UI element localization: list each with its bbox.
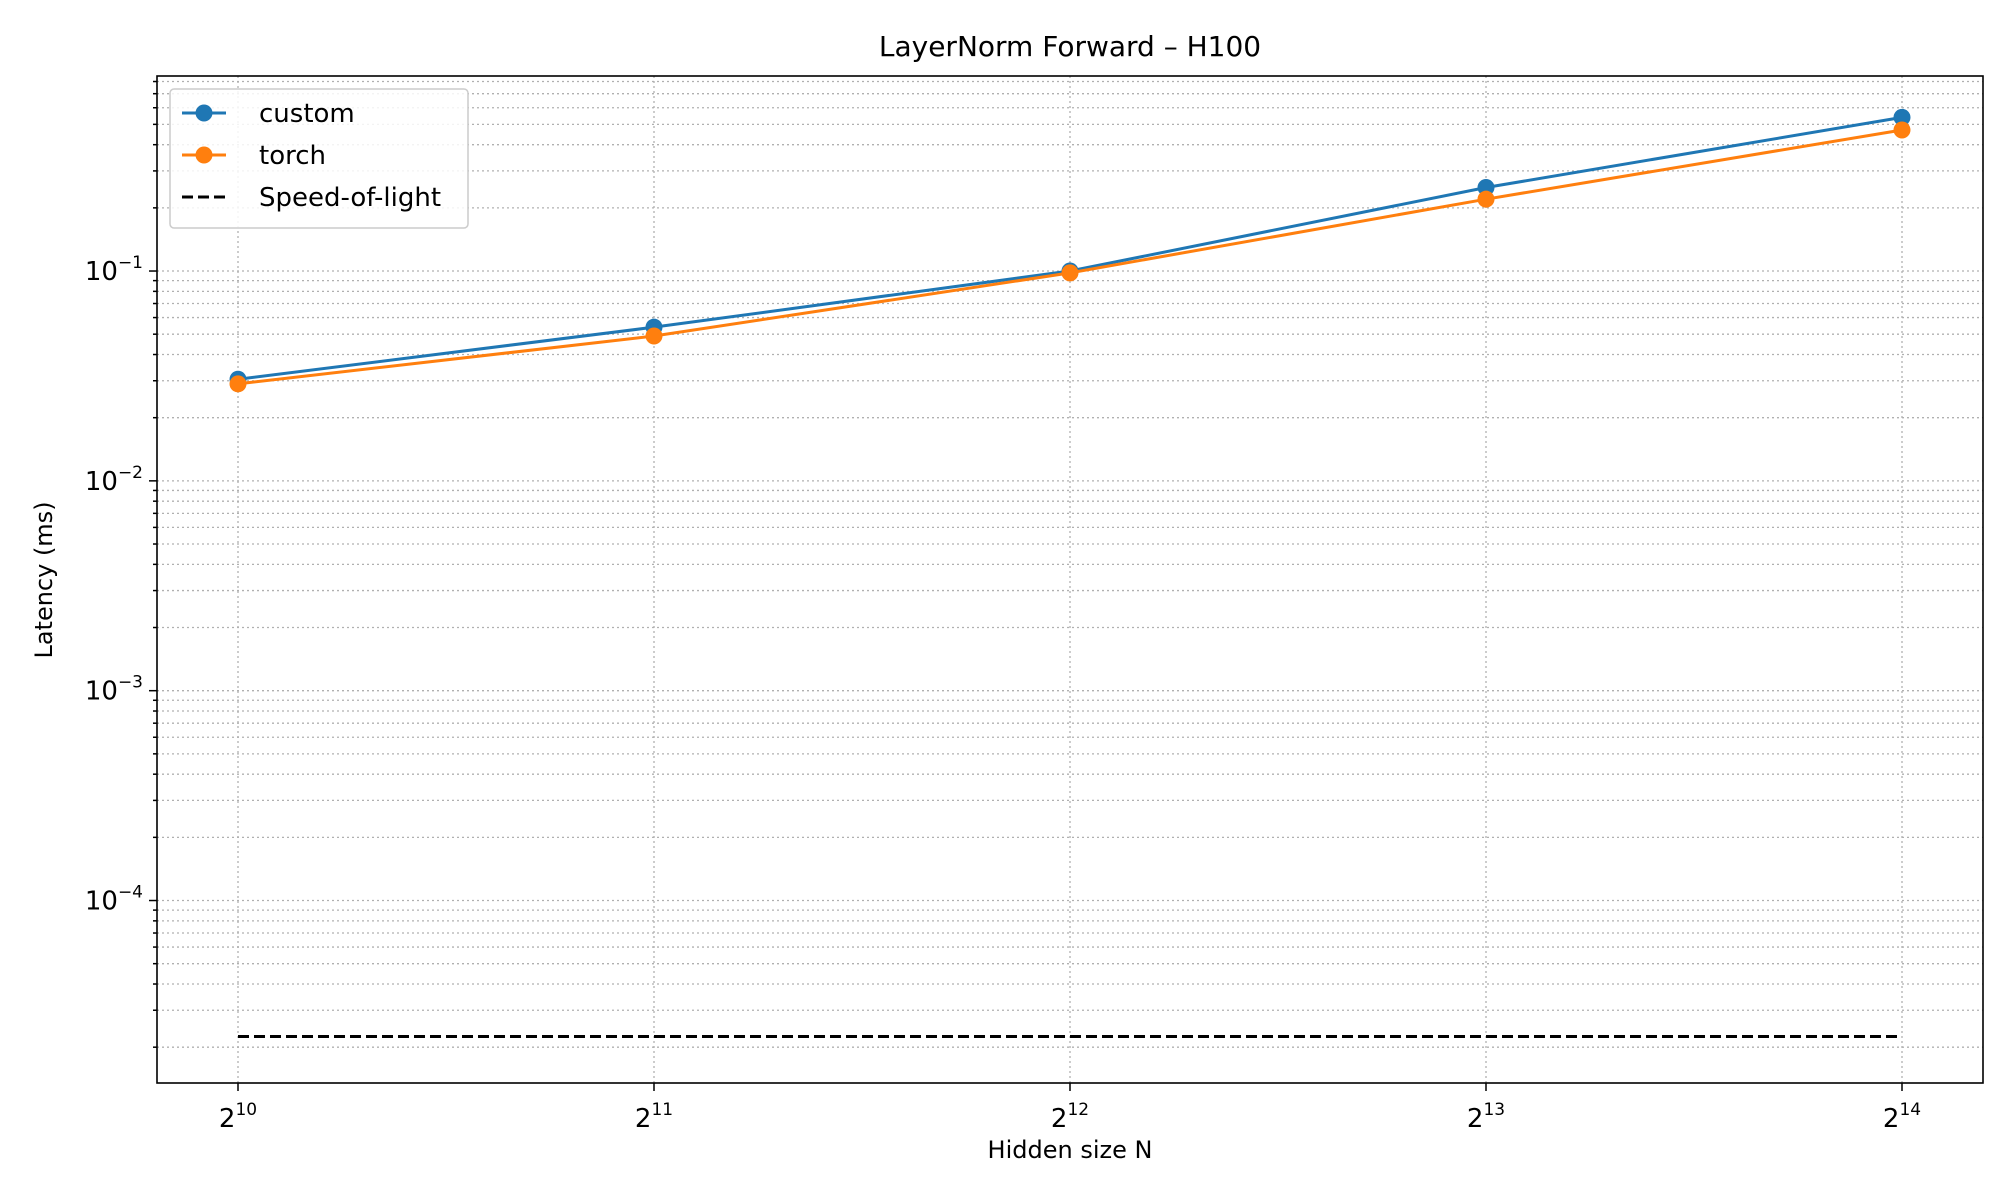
data-point-torch xyxy=(645,327,663,345)
legend-box xyxy=(169,88,469,229)
legend-label: Speed-of-light xyxy=(259,183,441,213)
y-tick-label: 10−2 xyxy=(85,463,143,497)
grid xyxy=(157,76,1983,1083)
data-point-torch xyxy=(229,375,247,393)
legend-label: custom xyxy=(259,99,355,129)
x-tick-label: 213 xyxy=(1467,1100,1505,1134)
legend: custom torch Speed-of-light xyxy=(169,88,469,229)
data-point-custom xyxy=(1477,179,1495,197)
data-point-custom xyxy=(1893,108,1911,126)
x-tick-label: 214 xyxy=(1883,1100,1921,1134)
legend-marker xyxy=(195,146,213,164)
legend-marker xyxy=(195,104,213,122)
data-point-torch xyxy=(1061,264,1079,282)
x-tick-label: 211 xyxy=(635,1100,673,1134)
y-tick-label: 10−4 xyxy=(85,883,143,917)
data-point-torch xyxy=(1893,121,1911,139)
data-point-torch xyxy=(1477,190,1495,208)
y-tick-label: 10−1 xyxy=(85,253,143,287)
chart-title: LayerNorm Forward – H100 xyxy=(879,30,1261,63)
x-axis-label: Hidden size N xyxy=(988,1136,1153,1164)
y-tick-label: 10−3 xyxy=(85,673,143,707)
x-tick-label: 212 xyxy=(1051,1100,1089,1134)
legend-label: torch xyxy=(259,141,326,171)
series-layer xyxy=(229,108,1911,1038)
x-tick-label: 210 xyxy=(219,1100,257,1134)
ticks: 210 211 212 213 214 10−4 10−3 10−2 10−1 xyxy=(85,80,1921,1134)
y-axis-label: Latency (ms) xyxy=(30,501,58,658)
